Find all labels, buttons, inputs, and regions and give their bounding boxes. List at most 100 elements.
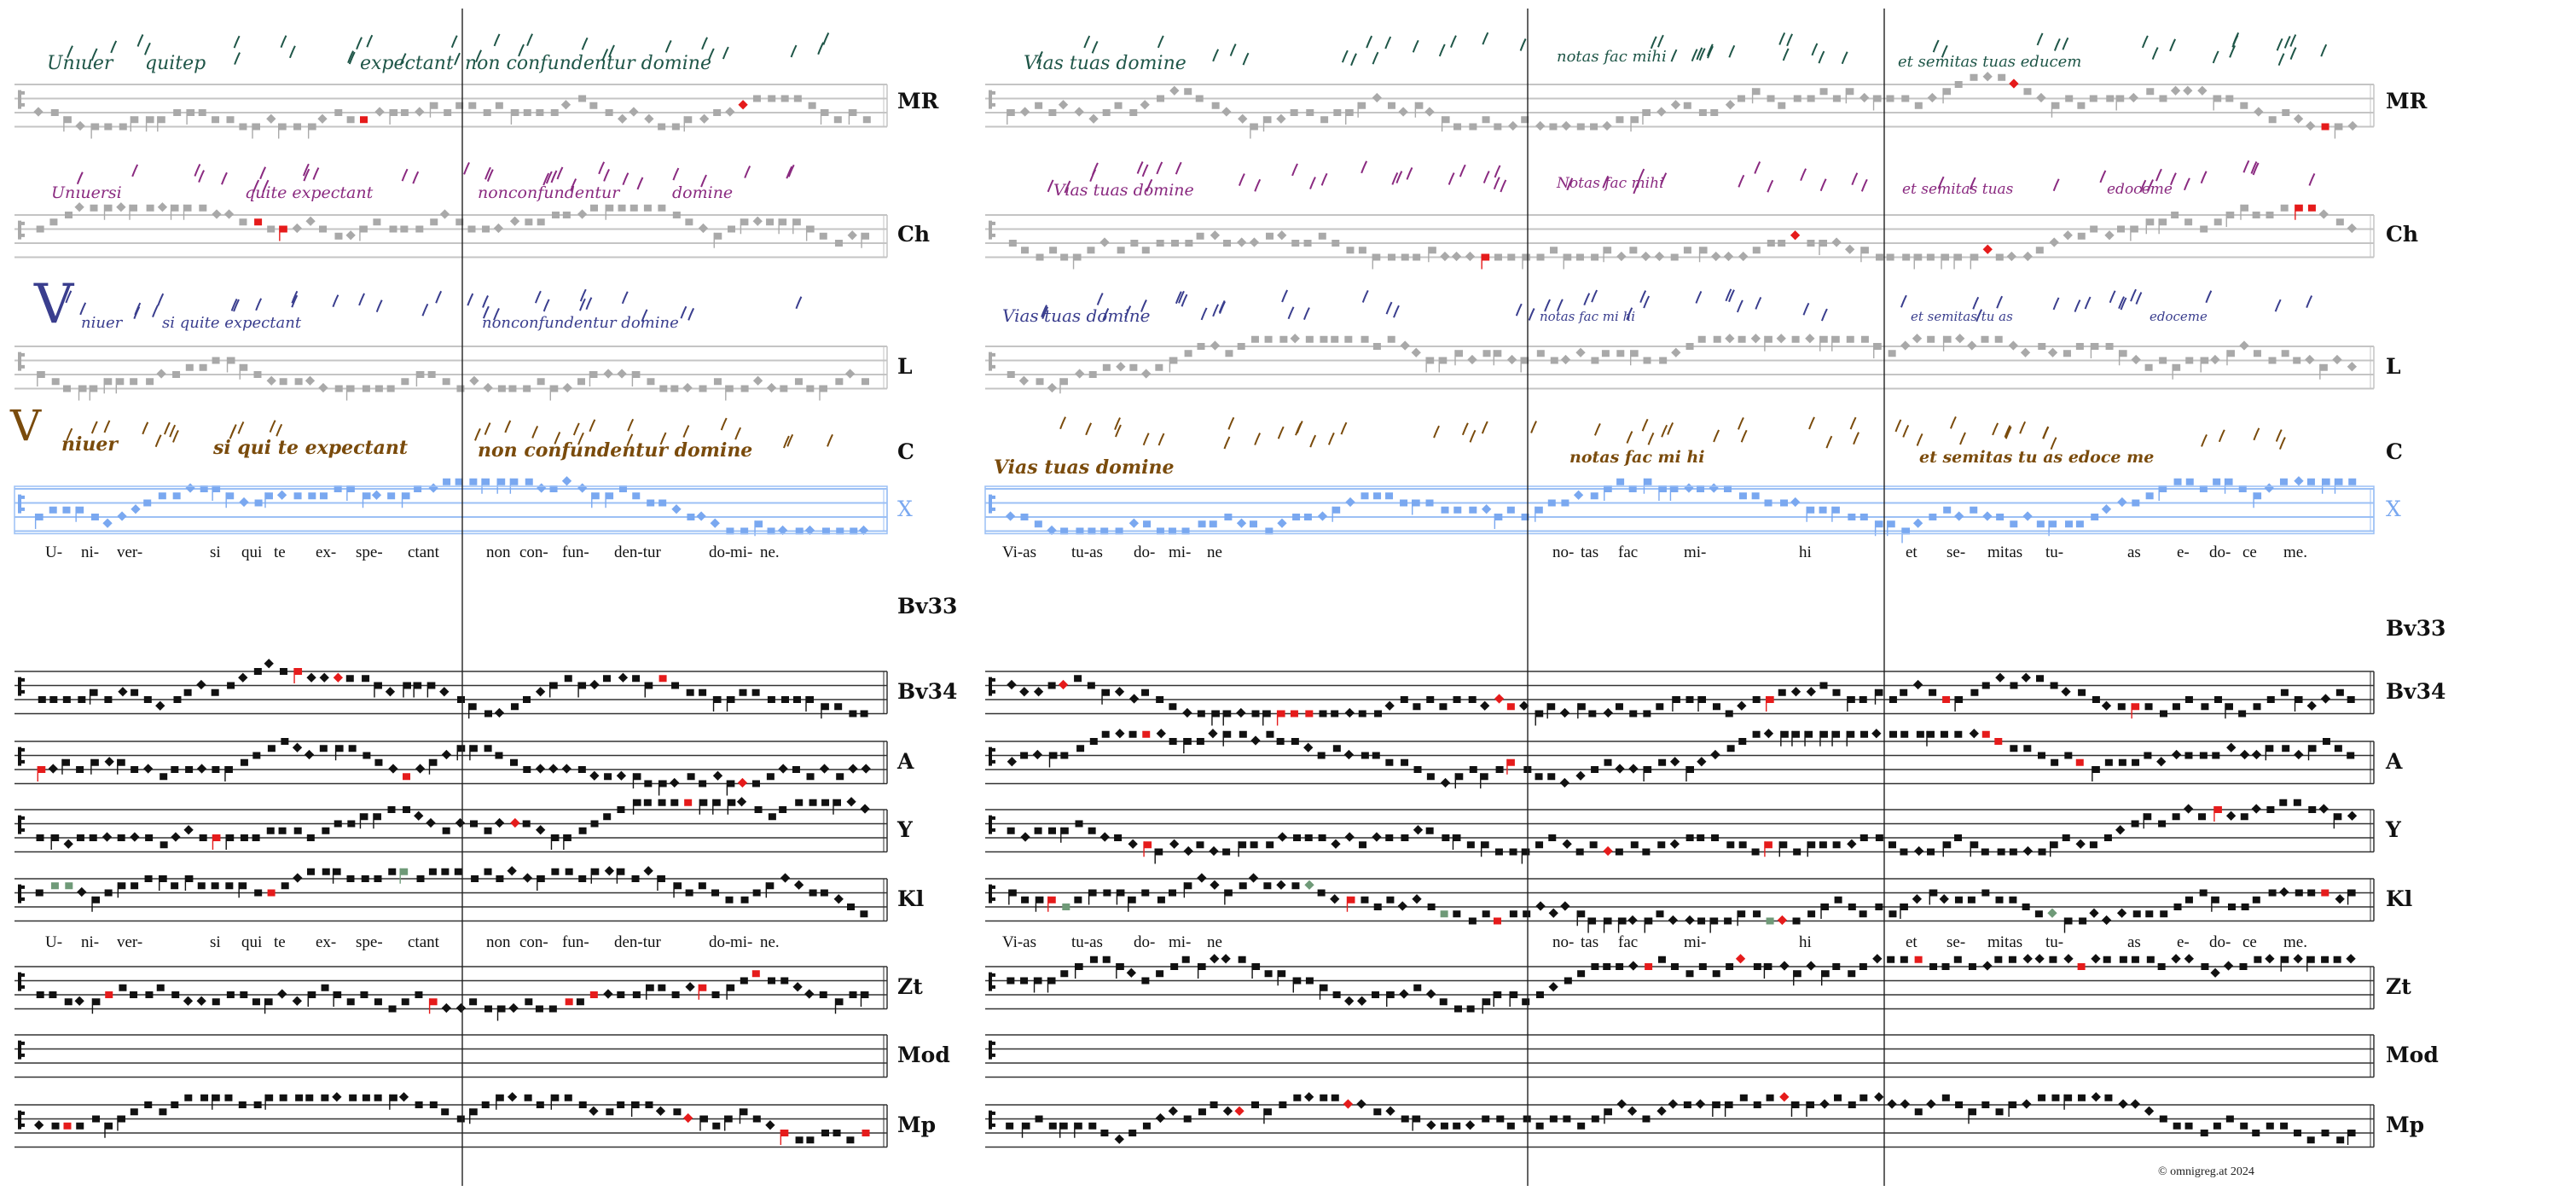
neume-punctum	[1941, 1094, 1950, 1101]
neume-punctum	[2118, 758, 2126, 766]
neume-rhombus	[1559, 777, 1570, 788]
neume-stroke	[817, 42, 825, 55]
neume-punctum	[1859, 834, 1868, 841]
neume-punctum	[1848, 903, 1856, 910]
neume-stroke	[822, 32, 830, 45]
label-mr: MR	[897, 89, 939, 113]
neume-stroke	[2141, 35, 2149, 49]
neume-stroke	[2005, 426, 2012, 439]
neume-punctum	[159, 875, 167, 882]
neume-punctum	[795, 1136, 804, 1144]
neume-stroke	[1755, 296, 1762, 310]
neume-punctum	[510, 703, 519, 711]
neume-rhombus	[1982, 961, 1993, 971]
neume-punctum	[1426, 696, 1435, 703]
lyric-syllable: non	[486, 543, 511, 561]
neume-punctum	[118, 882, 126, 890]
neume-punctum	[2171, 212, 2179, 218]
neume-punctum	[1536, 253, 1545, 261]
neume-punctum	[374, 682, 382, 689]
neume-punctum	[2051, 758, 2059, 766]
neume-punctum	[846, 1136, 855, 1144]
neume-rhombus	[510, 817, 520, 828]
neume-punctum	[1561, 499, 1569, 507]
neume-rhombus	[2104, 230, 2115, 241]
neume-stroke	[672, 167, 680, 181]
neume-stroke	[450, 35, 458, 49]
neume-punctum	[2335, 478, 2343, 485]
neume-punctum	[1547, 773, 1556, 781]
neume-punctum	[2010, 745, 2018, 752]
neume-stroke	[1670, 49, 1678, 62]
neume-punctum	[1305, 710, 1314, 718]
neume-stroke	[1115, 424, 1122, 438]
neume-punctum	[1819, 335, 1828, 343]
lyric-syllable: et	[1906, 543, 1917, 561]
neume-rhombus	[2116, 908, 2127, 918]
neume-rhombus	[75, 120, 85, 131]
neume-rhombus	[1927, 92, 1938, 103]
neume-punctum	[1128, 896, 1136, 903]
neume-punctum	[1103, 889, 1111, 897]
neume-punctum	[1658, 485, 1667, 492]
neume-stroke	[531, 426, 539, 439]
neume-punctum	[618, 485, 627, 492]
neume-stroke	[1350, 53, 1357, 67]
neume-punctum	[90, 758, 99, 766]
neume-punctum	[416, 875, 425, 882]
neume-stroke	[1808, 416, 1815, 430]
neume-rhombus	[2210, 354, 2220, 365]
neume-rhombus	[2306, 700, 2317, 711]
neume-stroke	[484, 422, 491, 435]
neume-punctum	[1657, 841, 1666, 849]
neume-punctum	[308, 123, 316, 131]
neume-rhombus	[1248, 873, 1259, 883]
neume-punctum	[2051, 1094, 2060, 1101]
label-mp: Mp	[2386, 1113, 2425, 1137]
lyric-syllable: con-	[519, 543, 548, 561]
neume-rhombus	[116, 202, 126, 212]
neume-punctum	[1372, 253, 1381, 261]
neume-stroke	[1500, 179, 1507, 193]
neume-punctum	[1522, 998, 1530, 1006]
neume-punctum	[2293, 799, 2301, 806]
neume-punctum	[511, 109, 519, 116]
neume-stroke	[1647, 432, 1655, 445]
neume-punctum	[240, 758, 248, 766]
neume-rhombus	[1128, 518, 1140, 528]
neume-stroke	[622, 172, 629, 186]
neume-rhombus	[2264, 483, 2274, 493]
neume-punctum	[1022, 1122, 1030, 1130]
neume-stroke	[169, 424, 177, 438]
neume-punctum	[1047, 827, 1056, 834]
neume-punctum	[362, 675, 370, 683]
neume-punctum	[780, 95, 789, 102]
neume-punctum	[1697, 335, 1706, 343]
neume-punctum	[51, 1122, 60, 1130]
neume-punctum	[1290, 109, 1298, 116]
neume-punctum	[1169, 738, 1177, 745]
neume-punctum	[589, 371, 598, 378]
neume-punctum	[711, 889, 720, 897]
neume-punctum	[1698, 696, 1707, 703]
neume-punctum	[726, 527, 734, 535]
neume-rhombus	[2047, 347, 2058, 357]
neume-punctum	[1264, 335, 1273, 343]
neume-punctum	[1943, 88, 1952, 96]
neume-punctum	[780, 385, 788, 392]
neume-punctum	[2225, 95, 2234, 102]
neume-punctum	[444, 109, 452, 116]
neume-punctum	[212, 357, 220, 364]
neume-punctum	[1792, 917, 1801, 925]
neume-stroke	[269, 420, 276, 433]
neume-rhombus	[48, 764, 58, 774]
neume-punctum	[1291, 738, 1299, 745]
neume-punctum	[1209, 520, 1217, 528]
ms-mr-text: non confundentur domine	[465, 53, 711, 74]
neume-punctum	[1331, 1094, 1339, 1101]
neume-punctum	[389, 225, 397, 233]
neume-punctum	[1859, 1094, 1868, 1101]
neume-punctum	[1968, 963, 1976, 970]
neume-punctum	[1088, 1122, 1097, 1130]
neume-rhombus	[1277, 832, 1288, 842]
